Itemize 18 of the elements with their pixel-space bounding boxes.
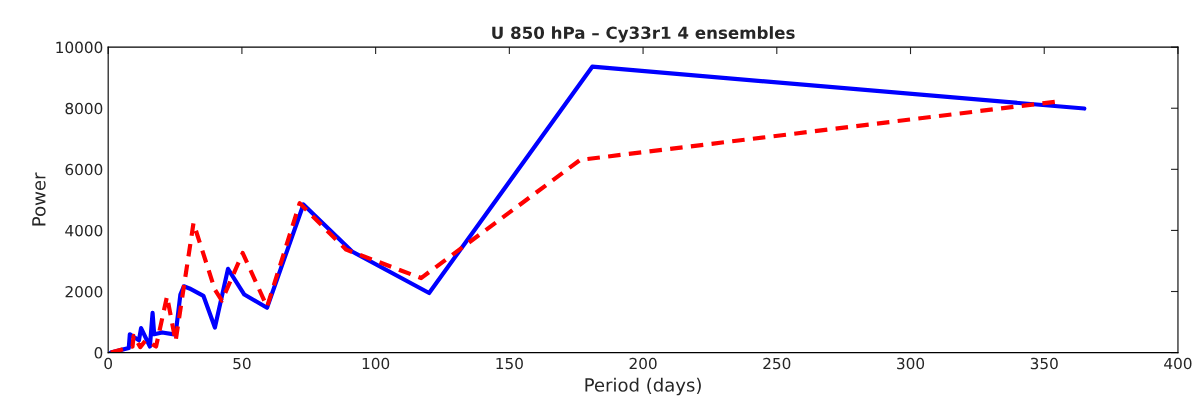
x-tick-label: 200 (629, 357, 657, 370)
y-tick-label: 4000 (65, 224, 103, 237)
y-tick-label: 10000 (56, 41, 103, 54)
y-tick-label: 6000 (65, 163, 103, 176)
x-tick-label: 400 (1164, 357, 1192, 370)
x-tick-label: 50 (233, 357, 251, 370)
chart-title: U 850 hPa – Cy33r1 4 ensembles (492, 26, 795, 43)
y-axis-title: Power (32, 172, 46, 226)
x-tick-label: 100 (362, 357, 390, 370)
x-tick-label: 300 (897, 357, 925, 370)
x-tick-label: 0 (104, 357, 113, 370)
y-tick-label: 2000 (65, 285, 103, 298)
y-tick-label: 8000 (65, 102, 103, 115)
x-tick-label: 250 (763, 357, 791, 370)
x-tick-label: 150 (496, 357, 523, 370)
x-tick-label: 350 (1030, 357, 1058, 370)
y-tick-label: 0 (94, 347, 103, 359)
x-axis-title: Period (days) (585, 377, 701, 396)
